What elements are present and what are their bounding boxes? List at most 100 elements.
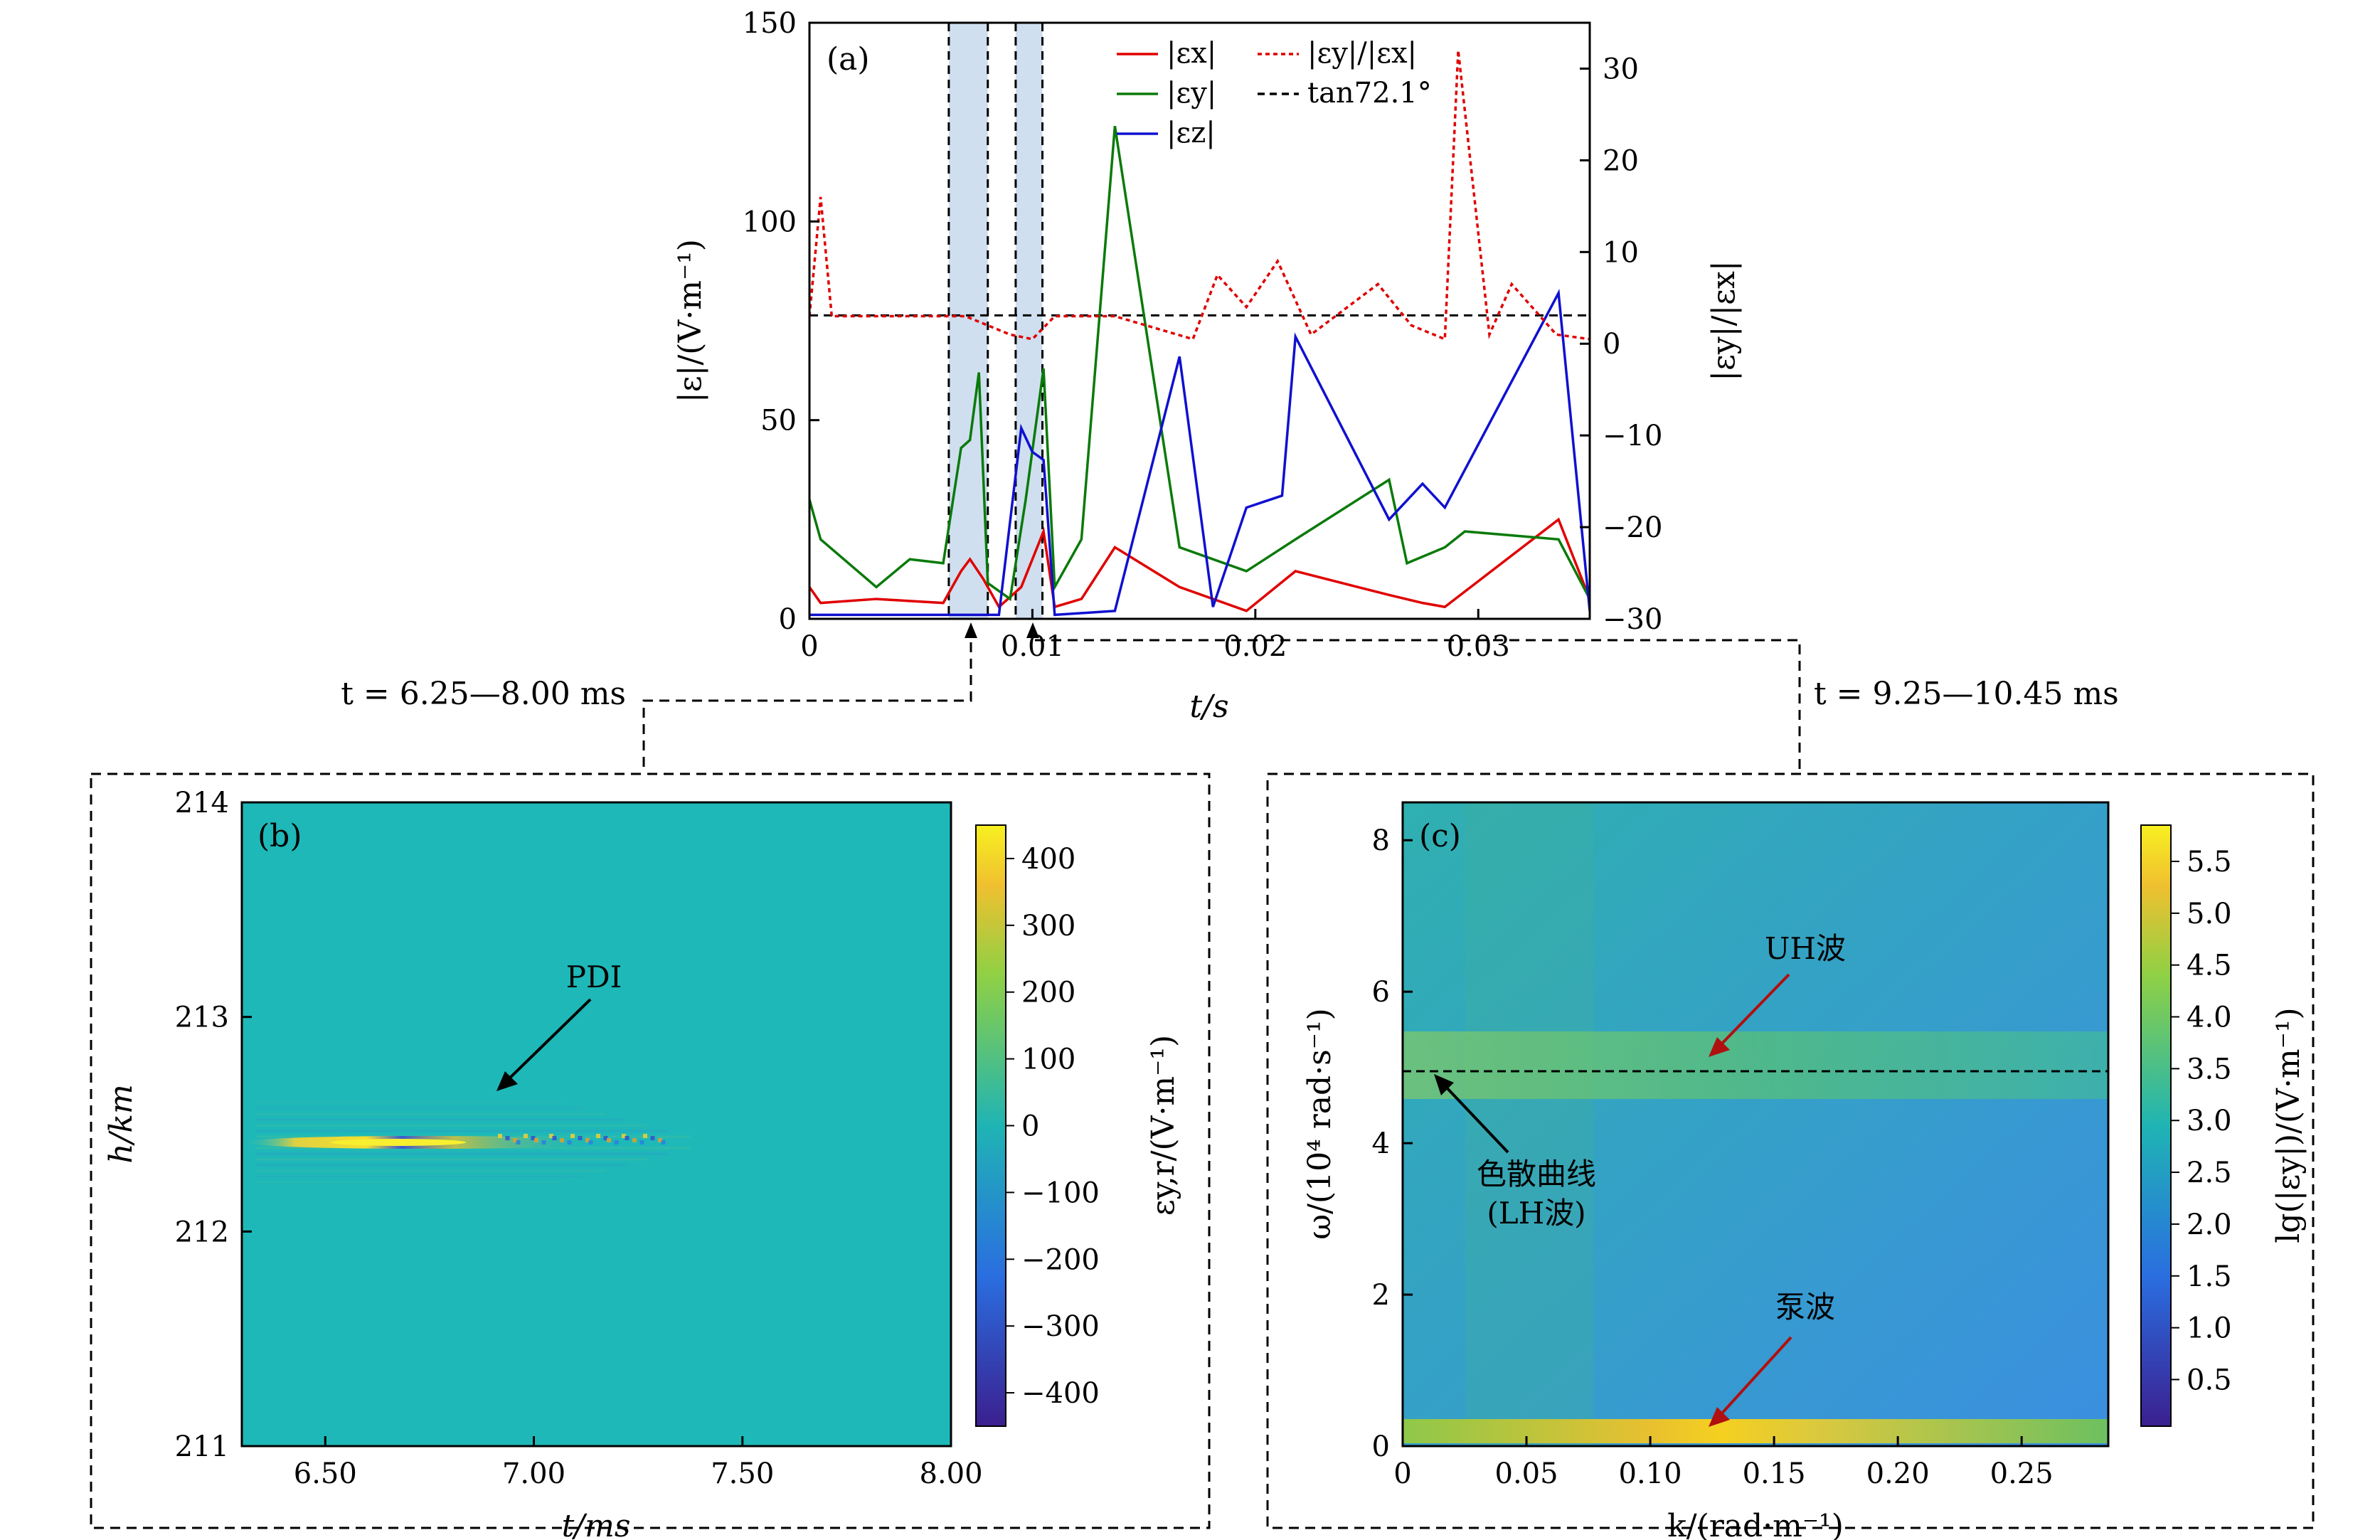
- c-cbar-tick-label: 3.0: [2187, 1105, 2232, 1137]
- shaded-window-0: [948, 23, 988, 619]
- speckle: [661, 1140, 666, 1145]
- panel-a-label: (a): [827, 41, 870, 78]
- panel-a-xlabel: t/s: [1189, 689, 1228, 725]
- c-xtick-label: 0.10: [1619, 1457, 1682, 1490]
- panel-b-colorbar-label: εy,r/(V·m⁻¹): [1145, 1035, 1181, 1216]
- panel-a-series: [809, 50, 1590, 617]
- speckle: [622, 1134, 626, 1138]
- b-ytick-label: 214: [175, 787, 229, 819]
- speckle: [534, 1138, 538, 1142]
- panel-a-y2label: |εy|/|εx|: [1706, 260, 1742, 381]
- panel-c-colorbar: [2140, 824, 2172, 1427]
- panel-b-box: [90, 772, 1211, 1529]
- speckle: [567, 1140, 572, 1145]
- a-ytick-label: 0: [779, 603, 797, 636]
- c-xtick-label: 0.20: [1866, 1457, 1930, 1490]
- c-ytick-label: 8: [1372, 824, 1390, 857]
- b-cbar-tick-label: 200: [1021, 977, 1075, 1009]
- a-ytick-label: 50: [760, 405, 797, 437]
- pdi-arrowhead: [496, 1071, 518, 1091]
- b-xtick-label: 7.00: [502, 1457, 565, 1490]
- dispersion-arrow: [1443, 1083, 1509, 1154]
- speckle: [658, 1138, 662, 1142]
- window-arrow-right: [1026, 622, 1039, 638]
- a-ytick-label: 100: [743, 206, 797, 238]
- panel-c-ticks: 0 0.05 0.10 0.15 0.20 0.25 0 2 4 6 8: [1372, 824, 2054, 1490]
- panel-b-label: (b): [257, 818, 302, 854]
- window-label-left: t = 6.25—8.00 ms: [341, 676, 626, 712]
- c-cbar-tick-label: 5.5: [2187, 846, 2232, 878]
- panel-b-speckle: [498, 1134, 666, 1145]
- panel-b-colorbar: [975, 824, 1006, 1427]
- b-cbar-tick-label: 100: [1021, 1044, 1075, 1076]
- a-y2tick-label: 0: [1603, 328, 1620, 361]
- legend-entry-1: |εy|: [1167, 77, 1216, 110]
- panel-c-frame: [1401, 801, 2110, 1448]
- speckle: [625, 1136, 629, 1140]
- c-cbar-tick-label: 1.0: [2187, 1312, 2232, 1345]
- shaded-windows: [947, 23, 1044, 619]
- pump-arrowhead: [1709, 1407, 1730, 1427]
- pdi-annotation: PDI: [566, 960, 622, 994]
- b-cbar-tick-label: 0: [1021, 1110, 1039, 1143]
- c-cbar-tick-label: 4.5: [2187, 950, 2232, 982]
- a-y2tick-label: −10: [1603, 420, 1662, 452]
- c-ytick-label: 4: [1372, 1127, 1390, 1160]
- c-cbar-tick-label: 5.0: [2187, 898, 2232, 930]
- c-xtick-label: 0.15: [1743, 1457, 1806, 1490]
- speckle: [516, 1140, 521, 1145]
- panel-b-heatmap-bg: [242, 802, 951, 1446]
- speckle: [650, 1136, 655, 1140]
- b-ytick-label: 213: [175, 1002, 229, 1034]
- speckle: [549, 1134, 553, 1138]
- a-y2tick-label: 30: [1603, 53, 1639, 85]
- window-connector-left: [642, 626, 972, 772]
- c-cbar-tick-label: 2.0: [2187, 1209, 2232, 1241]
- a-y2tick-label: 20: [1603, 144, 1639, 177]
- speckle: [552, 1136, 557, 1140]
- a-xtick-label: 0.02: [1223, 630, 1287, 663]
- dispersion-annotation: 色散曲线: [1477, 1157, 1596, 1191]
- speckle: [607, 1138, 611, 1142]
- speckle: [513, 1138, 517, 1142]
- uh-annotation: UH波: [1765, 931, 1846, 966]
- c-xtick-label: 0: [1393, 1457, 1411, 1490]
- uh-band: [1403, 1031, 2108, 1099]
- c-ytick-label: 0: [1372, 1430, 1390, 1463]
- window-connector-right: [1035, 639, 1801, 772]
- speckle: [498, 1134, 502, 1138]
- speckle: [570, 1134, 575, 1138]
- panel-a-frame: [808, 21, 1591, 620]
- shaded-window-1: [1015, 23, 1043, 619]
- pump-band: [1403, 1419, 2108, 1443]
- a-y2tick-label: −20: [1603, 511, 1662, 544]
- panel-b-frame: [240, 801, 952, 1448]
- speckle: [578, 1136, 583, 1140]
- b-cbar-tick-label: −200: [1021, 1243, 1100, 1276]
- c-cbar-tick-label: 4.0: [2187, 1002, 2232, 1034]
- a-y2tick-label: −30: [1603, 603, 1662, 636]
- panel-c-ylabel: ω/(10⁴ rad·s⁻¹): [1302, 1008, 1338, 1240]
- pump-arrow: [1718, 1336, 1792, 1417]
- uh-arrowhead: [1709, 1037, 1730, 1057]
- uh-arrow: [1718, 973, 1790, 1047]
- c-cbar-tick-label: 1.5: [2187, 1260, 2232, 1293]
- speckle: [524, 1134, 528, 1138]
- c-ytick-label: 2: [1372, 1279, 1390, 1312]
- b-cbar-tick-label: 400: [1021, 843, 1075, 876]
- series-ratio: [809, 50, 1590, 341]
- series-ez: [809, 288, 1590, 617]
- speckle: [632, 1138, 637, 1142]
- b-cbar-tick-label: −300: [1021, 1310, 1100, 1343]
- legend-entry-0: |εx|: [1167, 37, 1216, 70]
- c-xtick-label: 0.05: [1495, 1457, 1558, 1490]
- panel-b-xlabel: t/ms: [562, 1508, 631, 1540]
- a-xtick-label: 0.03: [1447, 630, 1510, 663]
- window-label-right: t = 9.25—10.45 ms: [1814, 676, 2119, 712]
- legend-entry-2: |εz|: [1167, 117, 1216, 149]
- panel-b-ticks: 6.50 7.00 7.50 8.00 211 212 213 214: [175, 787, 983, 1490]
- window-arrow-left: [965, 622, 977, 638]
